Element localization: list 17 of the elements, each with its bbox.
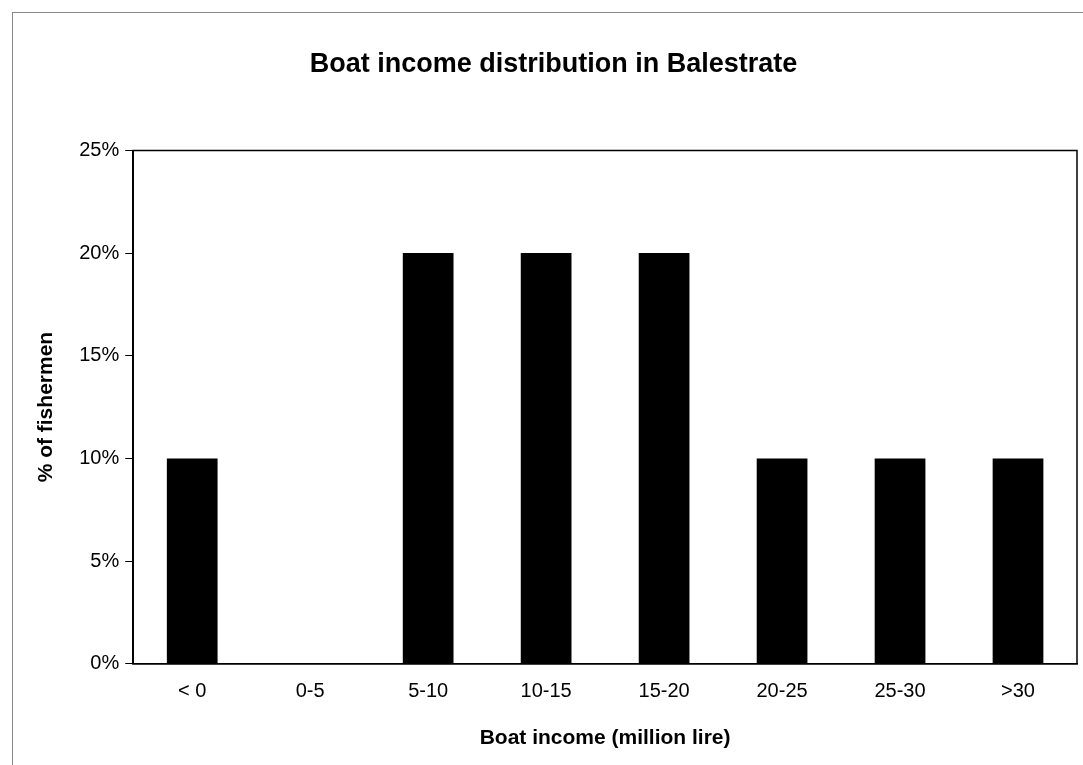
x-tick-label: 10-15 [520, 679, 572, 702]
x-tick-label: 5-10 [408, 679, 449, 702]
y-axis-title: % of fishermen [33, 331, 57, 483]
y-tick-label: 15% [79, 343, 120, 366]
y-tick-label: 0% [90, 651, 120, 674]
y-tick-label: 5% [90, 548, 120, 571]
y-tick-label: 25% [79, 137, 120, 160]
x-tick-label: 15-20 [638, 679, 690, 702]
chart-title: Boat income distribution in Balestrate [309, 47, 798, 78]
y-tick-label: 20% [79, 240, 120, 263]
x-tick-label: 20-25 [756, 679, 808, 702]
y-tick-label: 10% [79, 445, 120, 468]
x-axis-title: Boat income (million lire) [479, 725, 731, 749]
x-tick-label: 25-30 [874, 679, 926, 702]
x-tick-label: 0-5 [295, 679, 325, 702]
x-tick-label: >30 [1001, 679, 1035, 702]
x-tick-label: < 0 [178, 679, 207, 702]
